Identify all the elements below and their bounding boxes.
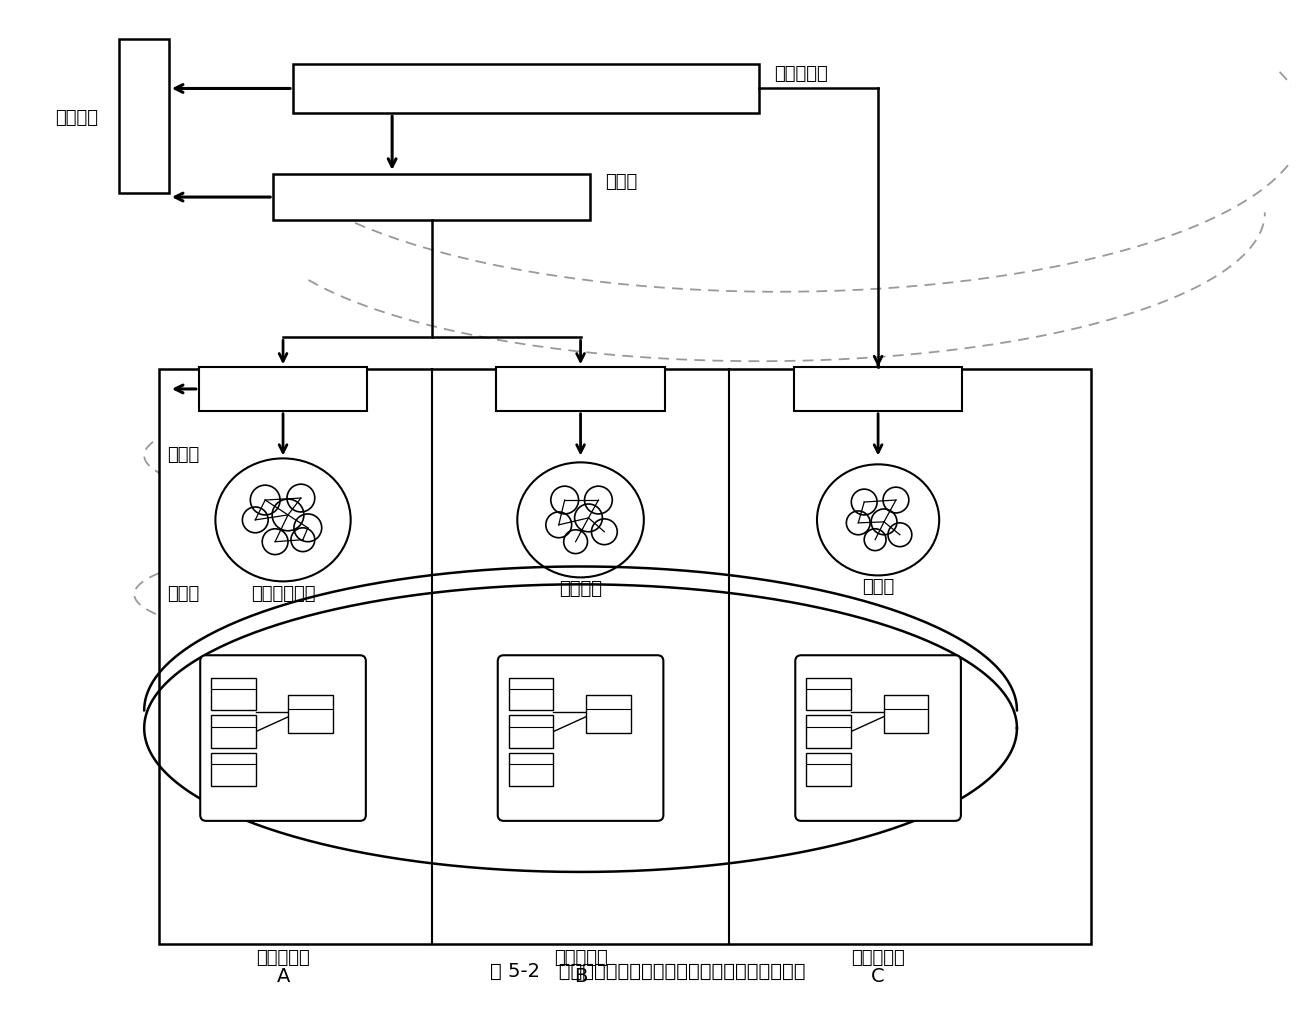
Bar [211, 678, 255, 710]
Text: 领域层: 领域层 [167, 446, 200, 465]
Bar [793, 368, 963, 411]
Bar [289, 696, 333, 733]
Bar [806, 678, 850, 710]
Text: 有界上下文: 有界上下文 [257, 949, 310, 968]
Bar [211, 715, 255, 748]
Text: 图 5-2   在应用程序内部以各种模式实现的多个领域模型: 图 5-2 在应用程序内部以各种模式实现的多个领域模型 [490, 963, 806, 981]
Bar [211, 752, 255, 786]
Text: 有界上下文: 有界上下文 [553, 949, 608, 968]
Bar [496, 368, 665, 411]
Text: 有界上下文: 有界上下文 [851, 949, 905, 968]
Text: 事务脚本: 事务脚本 [559, 581, 603, 598]
Text: B: B [574, 967, 587, 986]
Bar [273, 174, 591, 220]
Text: C: C [871, 967, 885, 986]
Bar [508, 715, 553, 748]
Bar [159, 369, 1091, 944]
Text: A: A [276, 967, 290, 986]
Bar [119, 38, 168, 193]
Bar [508, 752, 553, 786]
Text: 表模块: 表模块 [862, 579, 894, 596]
Text: 基础架构: 基础架构 [54, 109, 98, 127]
Text: 用户接口层: 用户接口层 [774, 65, 828, 83]
Bar [806, 715, 850, 748]
Text: 应用层: 应用层 [605, 173, 638, 191]
FancyBboxPatch shape [498, 655, 664, 821]
Bar [198, 368, 367, 411]
Bar [293, 64, 759, 113]
Text: 持久层: 持久层 [167, 585, 200, 603]
Bar [586, 696, 631, 733]
Bar [806, 752, 850, 786]
FancyBboxPatch shape [200, 655, 365, 821]
Bar [508, 678, 553, 710]
FancyBboxPatch shape [796, 655, 960, 821]
Text: 领域模型模式: 领域模型模式 [251, 585, 315, 603]
Bar [884, 696, 928, 733]
